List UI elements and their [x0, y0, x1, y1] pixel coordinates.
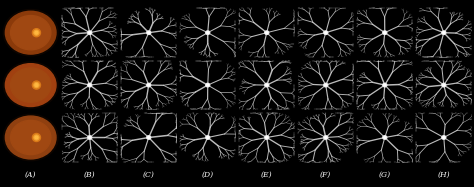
Circle shape — [265, 136, 269, 139]
Circle shape — [324, 31, 328, 34]
Text: (A): (A) — [25, 171, 36, 179]
Circle shape — [384, 84, 386, 86]
Circle shape — [266, 84, 268, 86]
Circle shape — [265, 31, 269, 34]
Text: (H): (H) — [438, 171, 450, 179]
Circle shape — [324, 136, 328, 139]
Circle shape — [148, 32, 150, 34]
Text: (C): (C) — [143, 171, 155, 179]
Ellipse shape — [35, 31, 38, 34]
Circle shape — [442, 136, 446, 139]
Ellipse shape — [3, 10, 58, 56]
Ellipse shape — [10, 16, 51, 50]
Ellipse shape — [3, 62, 58, 108]
Ellipse shape — [34, 30, 39, 35]
Text: (B): (B) — [84, 171, 96, 179]
Text: (E): (E) — [261, 171, 273, 179]
Ellipse shape — [5, 11, 56, 54]
Circle shape — [146, 136, 151, 139]
Ellipse shape — [35, 84, 38, 86]
Text: (G): (G) — [379, 171, 391, 179]
Circle shape — [325, 137, 327, 138]
Circle shape — [442, 31, 446, 34]
Ellipse shape — [3, 114, 58, 161]
Ellipse shape — [34, 83, 39, 88]
Circle shape — [148, 84, 150, 86]
Circle shape — [146, 31, 151, 34]
Circle shape — [89, 137, 91, 138]
Ellipse shape — [35, 136, 38, 139]
Ellipse shape — [10, 68, 51, 102]
Circle shape — [383, 136, 387, 139]
Circle shape — [207, 84, 209, 86]
Circle shape — [443, 32, 445, 34]
Circle shape — [266, 32, 268, 34]
Circle shape — [324, 83, 328, 87]
Circle shape — [88, 83, 91, 87]
Circle shape — [148, 137, 150, 138]
Circle shape — [442, 83, 446, 87]
Circle shape — [443, 137, 445, 138]
Circle shape — [207, 32, 209, 34]
Circle shape — [89, 84, 91, 86]
Ellipse shape — [32, 134, 40, 142]
Ellipse shape — [32, 81, 40, 89]
Circle shape — [206, 136, 210, 139]
Circle shape — [443, 84, 445, 86]
Circle shape — [384, 32, 386, 34]
Circle shape — [266, 137, 268, 138]
Text: (F): (F) — [320, 171, 331, 179]
Circle shape — [207, 137, 209, 138]
Circle shape — [88, 31, 91, 34]
Circle shape — [146, 83, 151, 87]
Circle shape — [325, 84, 327, 86]
Circle shape — [265, 83, 269, 87]
Ellipse shape — [32, 29, 40, 37]
Circle shape — [206, 83, 210, 87]
Ellipse shape — [34, 135, 39, 140]
Circle shape — [383, 83, 387, 87]
Circle shape — [88, 136, 91, 139]
Ellipse shape — [5, 116, 56, 159]
Ellipse shape — [5, 64, 56, 107]
Circle shape — [384, 137, 386, 138]
Circle shape — [383, 31, 387, 34]
Circle shape — [325, 32, 327, 34]
Ellipse shape — [10, 120, 51, 155]
Circle shape — [206, 31, 210, 34]
Circle shape — [89, 32, 91, 34]
Text: (D): (D) — [201, 171, 214, 179]
